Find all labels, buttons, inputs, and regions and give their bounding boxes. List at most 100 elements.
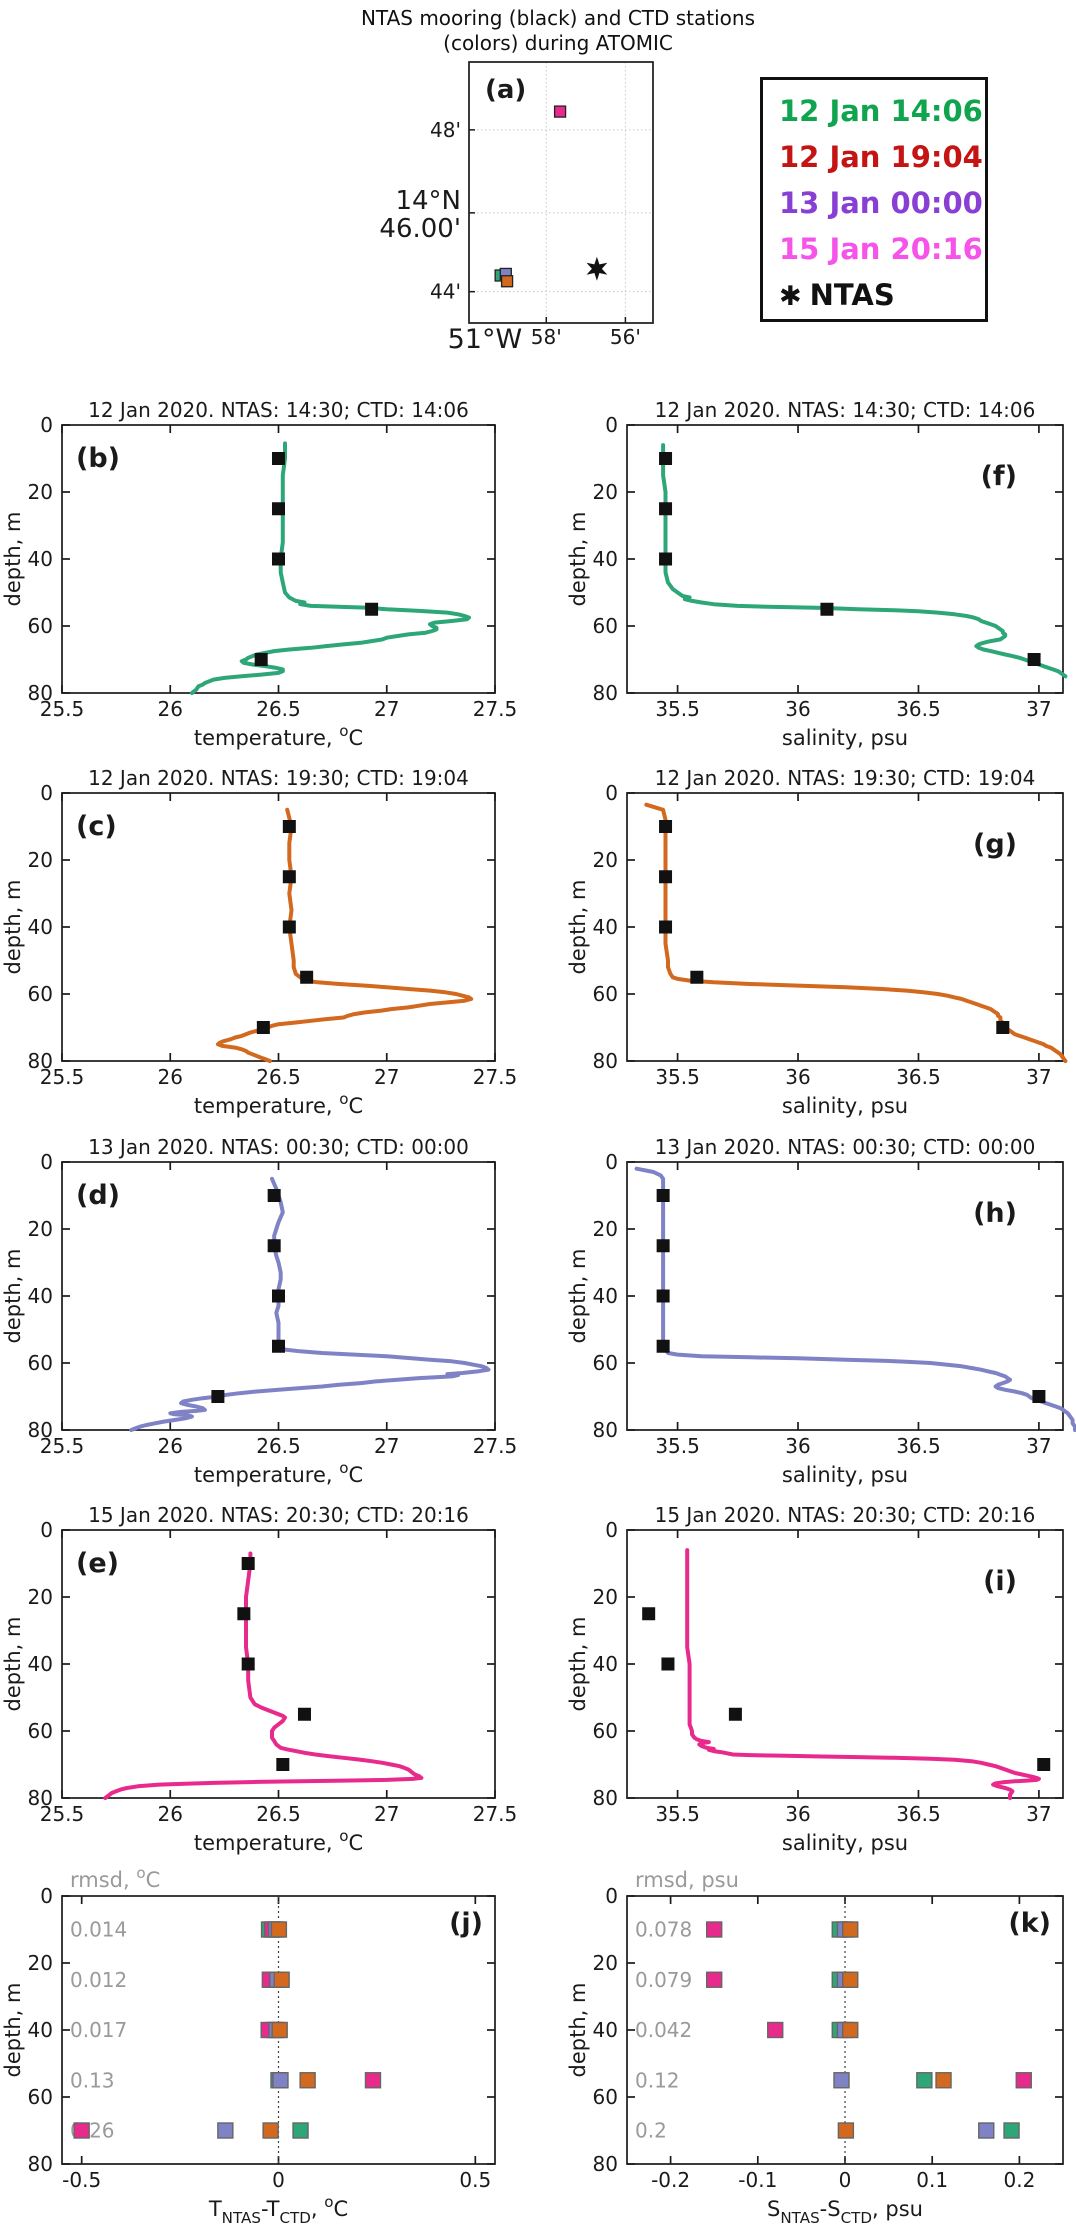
y-tick-label: 0: [605, 413, 618, 437]
panel-c: 12 Jan 2020. NTAS: 19:30; CTD: 19:04 25.5…: [1, 766, 517, 1118]
y-axis-label: depth, m: [566, 1617, 590, 1712]
x-tick-label: 37: [1026, 1065, 1051, 1089]
panel-letter-g: (g): [973, 829, 1017, 860]
x-tick-label: 36.5: [896, 1434, 941, 1458]
diff-square: [273, 1971, 290, 1988]
ntas-square: [1032, 1390, 1046, 1403]
y-tick-label: 20: [593, 1951, 618, 1975]
x-tick-label: 26: [158, 1802, 183, 1826]
y-axis-label: depth, m: [1, 1249, 25, 1344]
y-axis-label: depth, m: [1, 1983, 25, 2078]
ntas-square: [642, 1607, 656, 1621]
x-tick-label: 25.5: [40, 1802, 85, 1826]
x-tick-label: 27: [374, 1802, 399, 1826]
panel-letter-i: (i): [983, 1566, 1017, 1597]
ntas-square: [1027, 653, 1041, 666]
ntas-square: [690, 970, 704, 984]
diff-square: [272, 2072, 289, 2089]
ntas-square: [820, 602, 834, 616]
x-axis-label: salinity, psu: [782, 1463, 908, 1487]
ntas-square: [300, 970, 314, 984]
diff-square: [364, 2072, 382, 2089]
ntas-square: [282, 920, 296, 934]
panel-title-c: 12 Jan 2020. NTAS: 19:30; CTD: 19:04: [88, 766, 469, 790]
y-tick-label: 60: [28, 982, 53, 1006]
y-tick-label: 40: [28, 1284, 53, 1308]
y-tick-label: 0: [40, 1884, 53, 1908]
map-x-tick: 51°W: [448, 324, 523, 355]
legend-label: 13 Jan 00:00: [779, 186, 983, 220]
panel-letter-d: (d): [76, 1180, 120, 1211]
panel-title-i: 15 Jan 2020. NTAS: 20:30; CTD: 20:16: [655, 1503, 1036, 1527]
x-tick-label: 0: [839, 2168, 852, 2192]
ctd-curve-f: [661, 443, 1068, 679]
y-tick-label: 60: [28, 2085, 53, 2109]
x-tick-label: 0.5: [459, 2168, 491, 2192]
y-tick-label: 80: [593, 1418, 618, 1442]
x-tick-label: 36.5: [896, 1802, 941, 1826]
ntas-square: [297, 1707, 311, 1721]
axis-ticks: [627, 1161, 1063, 1431]
y-tick-label: 60: [593, 614, 618, 638]
x-tick-label: 27.5: [473, 1802, 518, 1826]
ntas-square: [365, 602, 379, 616]
x-tick-label: 37: [1026, 1434, 1051, 1458]
x-tick-label: 26.5: [256, 1065, 301, 1089]
ntas-square: [254, 653, 268, 666]
y-tick-label: 80: [593, 2152, 618, 2176]
y-tick-label: 60: [593, 1719, 618, 1743]
y-tick-label: 40: [593, 1284, 618, 1308]
legend-label: 15 Jan 20:16: [779, 232, 983, 266]
ntas-square: [211, 1390, 225, 1403]
y-tick-label: 0: [605, 1884, 618, 1908]
panel-j: -0.5 0 0.5 0 20 40 60 80 TNTAS-TCTD, oC depth, m r…: [1, 1864, 496, 2227]
x-tick-label: 36: [785, 1434, 810, 1458]
ntas-square: [267, 1189, 281, 1202]
panel-f: 12 Jan 2020. NTAS: 14:30; CTD: 14:06 35.5…: [566, 398, 1068, 750]
ntas-square: [241, 1557, 255, 1570]
y-tick-label: 80: [593, 681, 618, 705]
y-axis-label: depth, m: [1, 512, 25, 607]
ntas-square: [659, 920, 673, 934]
y-tick-label: 20: [28, 1217, 53, 1241]
rmsd-value: 0.012: [70, 1968, 127, 1992]
diff-square: [837, 2122, 855, 2139]
y-tick-label: 40: [593, 1652, 618, 1676]
panel-letter-a: (a): [485, 75, 526, 105]
axis-ticks: [627, 792, 1063, 1062]
y-axis-label: depth, m: [566, 1983, 590, 2078]
y-tick-label: 80: [28, 681, 53, 705]
panel-letter-k: (k): [1008, 1908, 1051, 1939]
panel-letter-e: (e): [76, 1548, 119, 1579]
plot-frame: [61, 1529, 496, 1799]
panel-letter-c: (c): [76, 811, 117, 842]
ntas-square: [272, 1339, 285, 1353]
y-tick-label: 0: [40, 1518, 53, 1542]
y-tick-label: 40: [28, 915, 53, 939]
legend-label: NTAS: [809, 278, 895, 312]
diff-square: [916, 2072, 933, 2089]
ctd-curve-e: [103, 1551, 424, 1800]
y-tick-label: 20: [28, 1585, 53, 1609]
ctd-curve-d: [129, 1176, 491, 1432]
x-tick-label: 27.5: [473, 697, 518, 721]
panel-title-b: 12 Jan 2020. NTAS: 14:30; CTD: 14:06: [88, 398, 469, 422]
ntas-square: [656, 1189, 670, 1202]
ntas-square: [272, 552, 285, 566]
map-frame: [468, 61, 654, 324]
legend-item-12jan-1406: 12 Jan 14:06: [779, 88, 985, 134]
diff-square: [1015, 2072, 1032, 2089]
map-y-tick: 48': [430, 118, 461, 142]
map-x-tick: 58': [531, 325, 562, 349]
x-tick-label: 27.5: [473, 1434, 518, 1458]
ntas-square: [267, 1239, 281, 1253]
ntas-square: [656, 1339, 670, 1353]
ntas-square: [659, 870, 673, 884]
x-axis-label: temperature, oC: [194, 1459, 363, 1487]
diff-square: [978, 2122, 995, 2139]
y-tick-label: 20: [593, 848, 618, 872]
axis-ticks: [627, 1529, 1063, 1799]
ntas-square: [237, 1607, 251, 1621]
figure-title-line1: NTAS mooring (black) and CTD stations: [360, 6, 756, 30]
y-tick-label: 80: [28, 1418, 53, 1442]
